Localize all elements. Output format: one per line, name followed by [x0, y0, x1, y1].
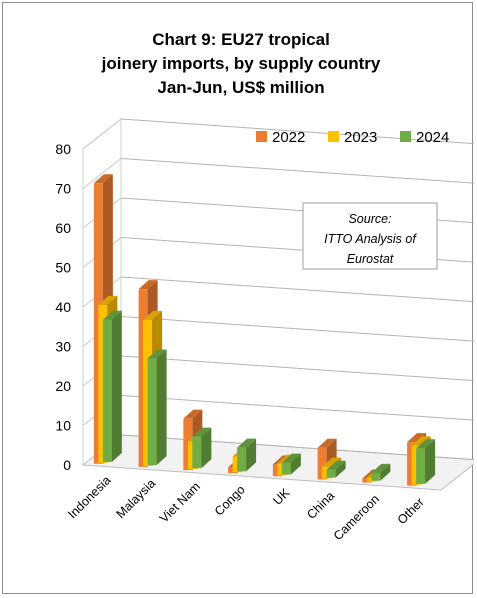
chart-frame: Chart 9: EU27 tropical joinery imports, …	[2, 2, 474, 594]
bar-2024-other	[416, 439, 436, 484]
legend-label-2024: 2024	[416, 129, 449, 146]
bar-front	[102, 319, 112, 462]
bar-2024-congo	[237, 438, 257, 472]
bar-2024-china	[326, 460, 346, 478]
bar-top	[98, 295, 118, 305]
bar-top	[371, 463, 391, 473]
bar-2024-cameroon	[371, 463, 391, 481]
source-line-1: Source:	[348, 212, 391, 226]
legend-swatch-2022	[256, 131, 267, 142]
y-tick-label: 10	[55, 418, 71, 434]
bar-top	[183, 409, 203, 419]
category-label: Malaysia	[113, 476, 158, 521]
bar-side	[156, 349, 167, 466]
bar-top	[192, 427, 212, 437]
bar-top	[102, 310, 122, 320]
bar-2024-viet-nam	[192, 427, 212, 469]
bars	[93, 174, 436, 486]
bar-front	[416, 448, 426, 484]
bar-side	[425, 439, 436, 484]
category-label: UK	[270, 485, 293, 508]
category-label: Congo	[212, 483, 248, 519]
bar-top	[322, 457, 342, 467]
bar-side	[111, 310, 122, 462]
bar-top	[281, 453, 301, 463]
legend-label-2022: 2022	[272, 129, 305, 146]
legend-swatch-2023	[328, 131, 339, 142]
gridline	[120, 118, 474, 145]
bar-top	[147, 349, 167, 359]
y-tick-label: 30	[55, 339, 71, 355]
side-gridline	[82, 158, 122, 189]
bar-2024-indonesia	[102, 310, 122, 462]
y-tick-label: 50	[55, 260, 71, 276]
bar-top	[407, 433, 427, 443]
y-tick-label: 80	[55, 141, 71, 157]
category-label: Viet Nam	[157, 479, 203, 525]
bar-2024-uk	[281, 453, 301, 475]
legend-label-2023: 2023	[344, 129, 377, 146]
chart-title: Chart 9: EU27 tropical joinery imports, …	[101, 30, 381, 97]
gridline	[120, 316, 474, 342]
bar-side	[201, 427, 212, 469]
category-label: Cameroon	[331, 492, 382, 543]
bar-side	[335, 460, 346, 478]
bar-front	[317, 447, 327, 480]
gridline	[120, 395, 474, 421]
bar-front	[147, 358, 157, 466]
category-label: China	[304, 489, 337, 522]
source-line-2: ITTO Analysis of	[324, 232, 417, 246]
bar-top	[93, 174, 113, 184]
bar-front	[281, 462, 291, 475]
bar-front	[371, 472, 381, 481]
y-axis-ticks: 0 10 20 30 40 50 60 70 80	[55, 141, 71, 473]
chart-title-line-1: Chart 9: EU27 tropical	[152, 30, 330, 49]
y-tick-label: 70	[55, 181, 71, 197]
bar-top	[317, 438, 337, 448]
source-box	[302, 202, 438, 270]
bar-top	[237, 438, 257, 448]
bar-front	[326, 469, 336, 478]
y-tick-label: 0	[63, 457, 71, 473]
chart-title-line-3: Jan-Jun, US$ million	[157, 78, 324, 97]
source-line-3: Eurostat	[347, 252, 394, 266]
gridline	[120, 355, 474, 382]
bar-side	[380, 463, 391, 481]
bar-top	[411, 436, 431, 446]
gridline	[120, 158, 474, 184]
category-label: Indonesia	[65, 473, 113, 521]
bar-top	[326, 460, 346, 470]
y-tick-label: 40	[55, 299, 71, 315]
legend: 2022 2023 2024	[256, 129, 449, 146]
category-label: Other	[395, 495, 427, 527]
bar-side	[290, 453, 301, 475]
side-gridline	[82, 118, 122, 150]
bar-side	[246, 438, 257, 472]
bar-front	[192, 436, 202, 469]
chart-canvas: Chart 9: EU27 tropical joinery imports, …	[55, 30, 474, 543]
y-tick-label: 20	[55, 378, 71, 394]
bar-top	[416, 439, 436, 449]
bar-2024-malaysia	[147, 349, 167, 466]
bar-top	[143, 310, 163, 320]
bar-front	[237, 447, 247, 472]
gridline	[120, 276, 474, 303]
y-tick-label: 60	[55, 220, 71, 236]
legend-swatch-2024	[400, 131, 411, 142]
source-annotation: Source: ITTO Analysis of Eurostat	[302, 202, 438, 270]
chart-title-line-2: joinery imports, by supply country	[101, 54, 381, 73]
bar-top	[138, 280, 158, 290]
